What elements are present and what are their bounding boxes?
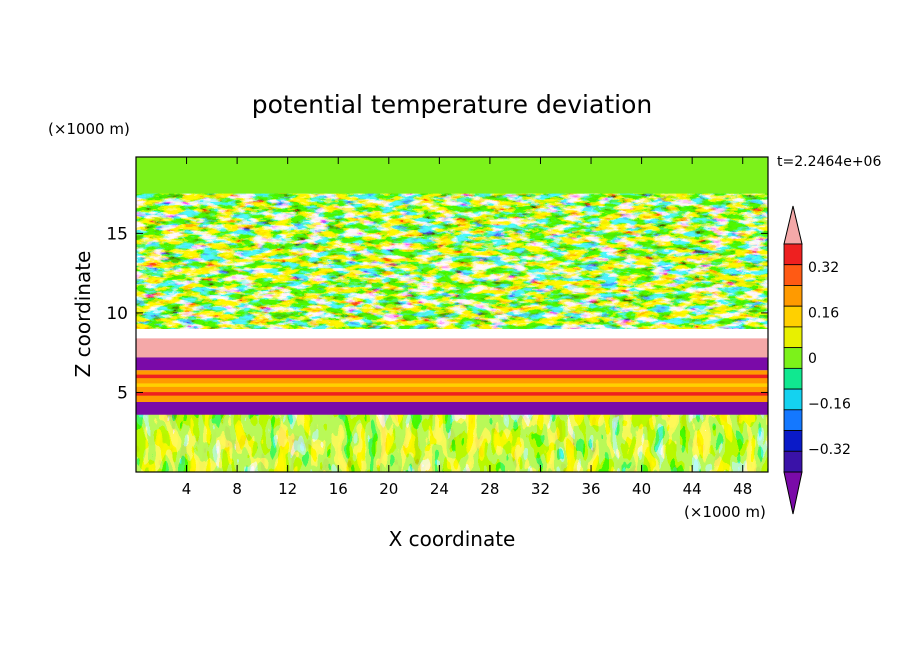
field-band xyxy=(136,402,768,415)
colorbar: 0.32 0.16 0 −0.16 −0.32 xyxy=(783,205,851,515)
y-axis-label: Z coordinate xyxy=(71,251,95,378)
x-axis: 4 8 12 16 20 24 28 32 36 40 44 48 xyxy=(182,157,752,498)
y-tick-label: 15 xyxy=(106,224,128,244)
x-tick-label: 36 xyxy=(581,480,600,498)
colorbar-box xyxy=(783,264,803,286)
colorbar-top-arrow xyxy=(783,205,803,245)
colorbar-bottom-arrow xyxy=(783,471,803,515)
colorbar-tick-label: −0.32 xyxy=(808,442,851,458)
chart-title: potential temperature deviation xyxy=(252,90,652,119)
field-stripe xyxy=(136,383,768,387)
x-tick-label: 24 xyxy=(430,480,449,498)
colorbar-box xyxy=(783,367,803,390)
colorbar-box xyxy=(783,326,803,349)
x-tick-label: 8 xyxy=(232,480,242,498)
field-band xyxy=(136,338,768,358)
colorbar-box xyxy=(783,409,803,431)
x-axis-label: X coordinate xyxy=(389,527,516,551)
colorbar-box xyxy=(783,430,803,452)
y-axis: 5 10 15 xyxy=(106,224,768,403)
x-tick-label: 16 xyxy=(329,480,348,498)
time-label: t=2.2464e+06 xyxy=(777,154,881,170)
x-tick-label: 4 xyxy=(182,480,192,498)
heatmap-field xyxy=(136,157,768,472)
y-unit-label: (×1000 m) xyxy=(48,120,130,138)
y-tick-label: 5 xyxy=(117,383,128,403)
x-tick-label: 44 xyxy=(683,480,702,498)
field-stripe xyxy=(136,374,768,379)
field-bands xyxy=(136,157,768,415)
plot-frame xyxy=(135,156,769,473)
x-tick-label: 28 xyxy=(480,480,499,498)
x-tick-label: 48 xyxy=(733,480,752,498)
colorbar-box xyxy=(783,388,803,411)
x-unit-label: (×1000 m) xyxy=(684,503,766,521)
colorbar-tick-label: 0 xyxy=(808,351,817,367)
colorbar-box xyxy=(783,347,803,369)
y-tick-label: 10 xyxy=(106,304,128,324)
colorbar-box xyxy=(783,305,803,328)
x-tick-label: 40 xyxy=(632,480,651,498)
field-stripe xyxy=(136,392,768,396)
x-tick-label: 20 xyxy=(379,480,398,498)
x-tick-label: 32 xyxy=(531,480,550,498)
field-band xyxy=(136,157,768,194)
colorbar-tick-label: 0.32 xyxy=(808,260,839,276)
colorbar-box xyxy=(783,450,803,473)
colorbar-tick-label: −0.16 xyxy=(808,397,851,413)
x-tick-label: 12 xyxy=(278,480,297,498)
colorbar-tick-label: 0.16 xyxy=(808,305,839,321)
colorbar-box xyxy=(783,243,803,266)
colorbar-box xyxy=(783,285,803,307)
